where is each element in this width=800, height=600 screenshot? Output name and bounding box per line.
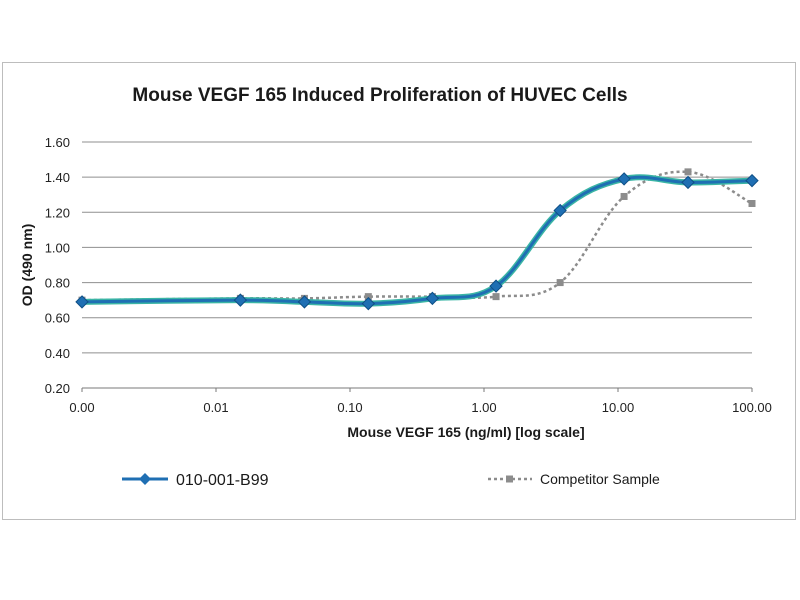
x-tick-label: 1.00 <box>471 400 496 415</box>
data-point-competitor <box>556 279 564 287</box>
legend-marker-main <box>139 473 151 485</box>
y-tick-label: 0.80 <box>45 276 70 291</box>
series-line-halo <box>81 174 753 307</box>
series-line-main <box>81 175 753 306</box>
data-point-competitor <box>620 192 628 200</box>
data-point-competitor <box>748 200 756 207</box>
data-point-main <box>75 295 89 309</box>
series-line-competitor <box>81 170 753 302</box>
x-tick-label: 0.00 <box>69 400 94 415</box>
data-point-main <box>617 172 631 186</box>
y-tick-label: 1.60 <box>45 135 70 150</box>
data-point-main <box>297 295 312 309</box>
legend-marker-competitor <box>506 475 513 483</box>
data-point-main <box>233 293 248 307</box>
data-point-main <box>681 175 695 190</box>
legend-label-main: 010-001-B99 <box>176 472 269 489</box>
x-tick-label: 100.00 <box>732 400 772 415</box>
x-tick-label: 10.00 <box>602 400 635 415</box>
data-point-main <box>745 173 759 188</box>
y-tick-label: 0.60 <box>45 311 70 326</box>
y-tick-label: 1.20 <box>45 205 70 220</box>
chart-frame <box>2 62 796 520</box>
legend-label-competitor: Competitor Sample <box>540 471 660 487</box>
data-point-main <box>489 279 503 293</box>
data-point-competitor <box>684 168 692 176</box>
y-axis-title: OD (490 nm) <box>19 224 35 306</box>
data-point-competitor <box>364 293 372 301</box>
data-point-main <box>361 296 376 311</box>
x-tick-label: 0.01 <box>203 400 228 415</box>
y-tick-label: 0.20 <box>45 381 70 396</box>
chart-title: Mouse VEGF 165 Induced Proliferation of … <box>132 85 628 106</box>
y-tick-label: 1.40 <box>45 170 70 185</box>
data-point-main <box>553 203 567 218</box>
data-point-main <box>425 291 440 306</box>
x-tick-label: 0.10 <box>337 400 362 415</box>
y-tick-label: 1.00 <box>45 240 70 255</box>
data-point-competitor <box>492 293 500 301</box>
y-tick-label: 0.40 <box>45 346 70 361</box>
x-axis-title: Mouse VEGF 165 (ng/ml) [log scale] <box>347 424 584 440</box>
